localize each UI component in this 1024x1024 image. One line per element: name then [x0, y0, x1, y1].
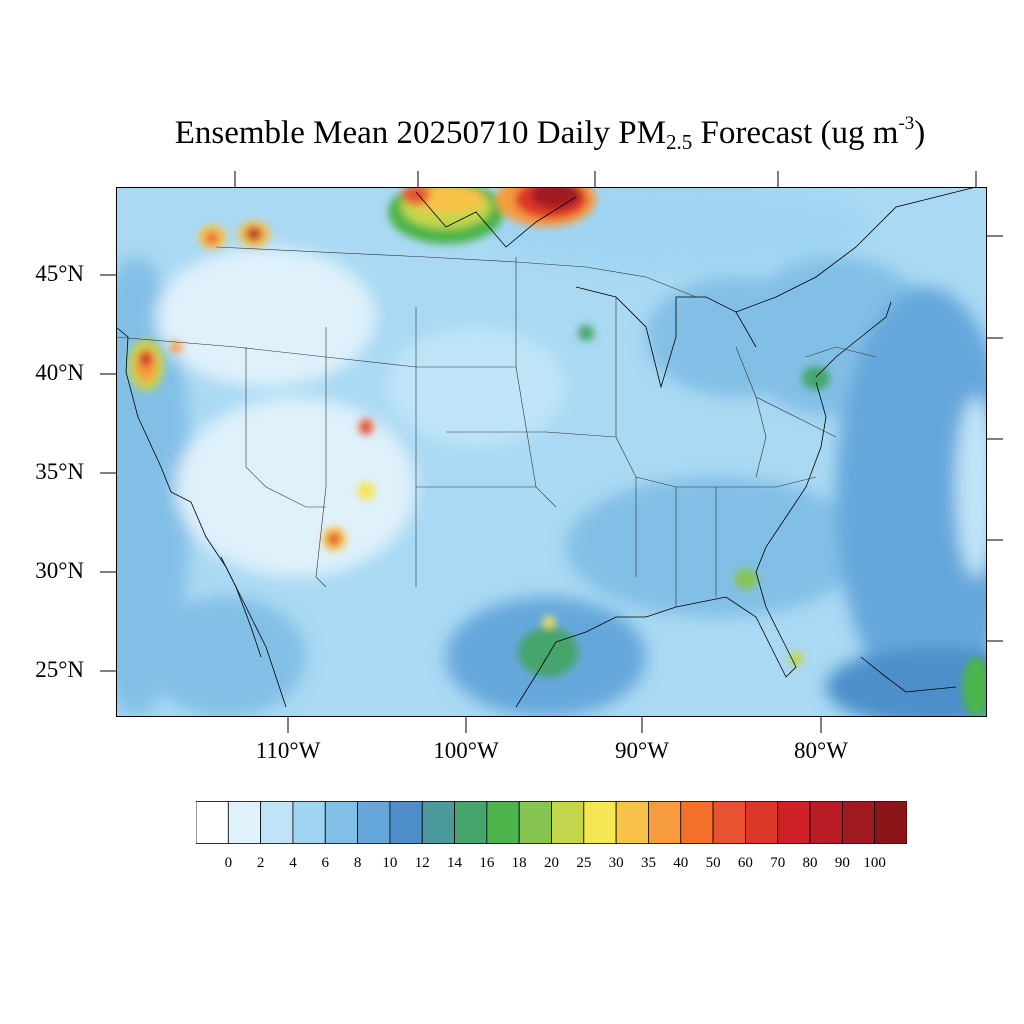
colorbar-swatch	[292, 801, 326, 844]
colorbar-swatch	[745, 801, 779, 844]
atlantic-clean-air	[956, 397, 987, 577]
colorbar-label: 4	[289, 855, 297, 871]
lon-label-100w: 100°W	[433, 738, 499, 763]
colorbar-swatch	[389, 801, 423, 844]
nevada-fire	[170, 341, 182, 353]
atlantic-haze	[836, 287, 987, 707]
colorbar-label: 6	[321, 855, 330, 871]
colorbar-swatch	[680, 801, 714, 844]
houston-hotspot	[518, 627, 578, 677]
lon-label-80w: 80°W	[794, 738, 848, 763]
northwest-clean-air	[156, 247, 376, 387]
plains-clean-air	[386, 327, 566, 447]
colorbar-label: 10	[382, 855, 398, 871]
lat-label-25n: 25°N	[35, 657, 84, 682]
pm25-forecast-map	[116, 187, 987, 717]
colorbar-swatch	[712, 801, 746, 844]
colorbar-label: 0	[224, 855, 233, 871]
colorbar-label: 100	[863, 855, 886, 871]
colorbar-swatch	[615, 801, 649, 844]
florida-hotspot	[789, 652, 803, 666]
colorbar-label: 35	[640, 855, 656, 871]
colorbar-swatch	[421, 801, 455, 844]
colorbar-swatch	[777, 801, 811, 844]
pennsylvania-hotspot	[802, 366, 830, 390]
map-title: Ensemble Mean 20250710 Daily PM2.5 Forec…	[174, 113, 926, 154]
lat-label-45n: 45°N	[35, 261, 84, 286]
colorbar-label: 30	[608, 855, 624, 871]
colorbar-swatch	[648, 801, 682, 844]
colorbar-label: 80	[802, 855, 818, 871]
baja-haze	[146, 597, 306, 717]
lon-label-110w: 110°W	[255, 738, 321, 763]
colorbar-swatch	[841, 801, 876, 844]
colorbar-swatch	[874, 801, 907, 844]
colorbar-label: 25	[576, 855, 592, 871]
colorbar-swatch	[809, 801, 843, 844]
colorbar-label: 16	[479, 855, 495, 871]
colorbar-label: 18	[511, 855, 527, 871]
caribbean-haze	[826, 647, 987, 717]
colorbar-labels: 0 2 4 6 8 10 12 14 16 18 20 25 30 35 40 50 60 70 80 90 100	[196, 855, 907, 875]
colorbar	[196, 801, 907, 844]
colorbar-label: 60	[737, 855, 753, 871]
colorbar-label: 12	[414, 855, 430, 871]
colorbar-swatch	[357, 801, 391, 844]
colorbar-label: 50	[705, 855, 721, 871]
coastlines	[116, 187, 977, 708]
caribbean-hotspot	[962, 657, 987, 717]
colorbar-label: 20	[544, 855, 559, 871]
colorbar-label: 2	[256, 855, 265, 871]
colorbar-swatch	[260, 801, 294, 844]
colorbar-swatch	[227, 801, 262, 844]
georgia-hotspot	[734, 569, 758, 589]
colorbar-swatch	[551, 801, 585, 844]
lat-label-40n: 40°N	[35, 360, 84, 385]
colorbar-swatch	[583, 801, 617, 844]
colorbar-label: 90	[834, 855, 850, 871]
colorbar-label: 70	[770, 855, 786, 871]
colorbar-swatch	[486, 801, 520, 844]
colorbar-label: 40	[673, 855, 689, 871]
colorbar-label: 8	[353, 855, 362, 871]
lon-label-90w: 90°W	[615, 738, 669, 763]
illinois-hotspot	[578, 325, 594, 341]
colorbar-swatch	[454, 801, 488, 844]
lat-label-35n: 35°N	[35, 459, 84, 484]
colorado-fire	[359, 419, 373, 435]
southwest-clean-air	[176, 397, 416, 577]
map-frame	[116, 187, 987, 717]
new-mexico-fire	[357, 482, 375, 500]
colorbar-swatch	[324, 801, 358, 844]
colorbar-swatch	[518, 801, 552, 844]
colorbar-label: 14	[447, 855, 463, 871]
colorbar-swatch	[196, 801, 229, 844]
lat-label-30n: 30°N	[35, 558, 84, 583]
state-boundaries	[116, 246, 877, 607]
